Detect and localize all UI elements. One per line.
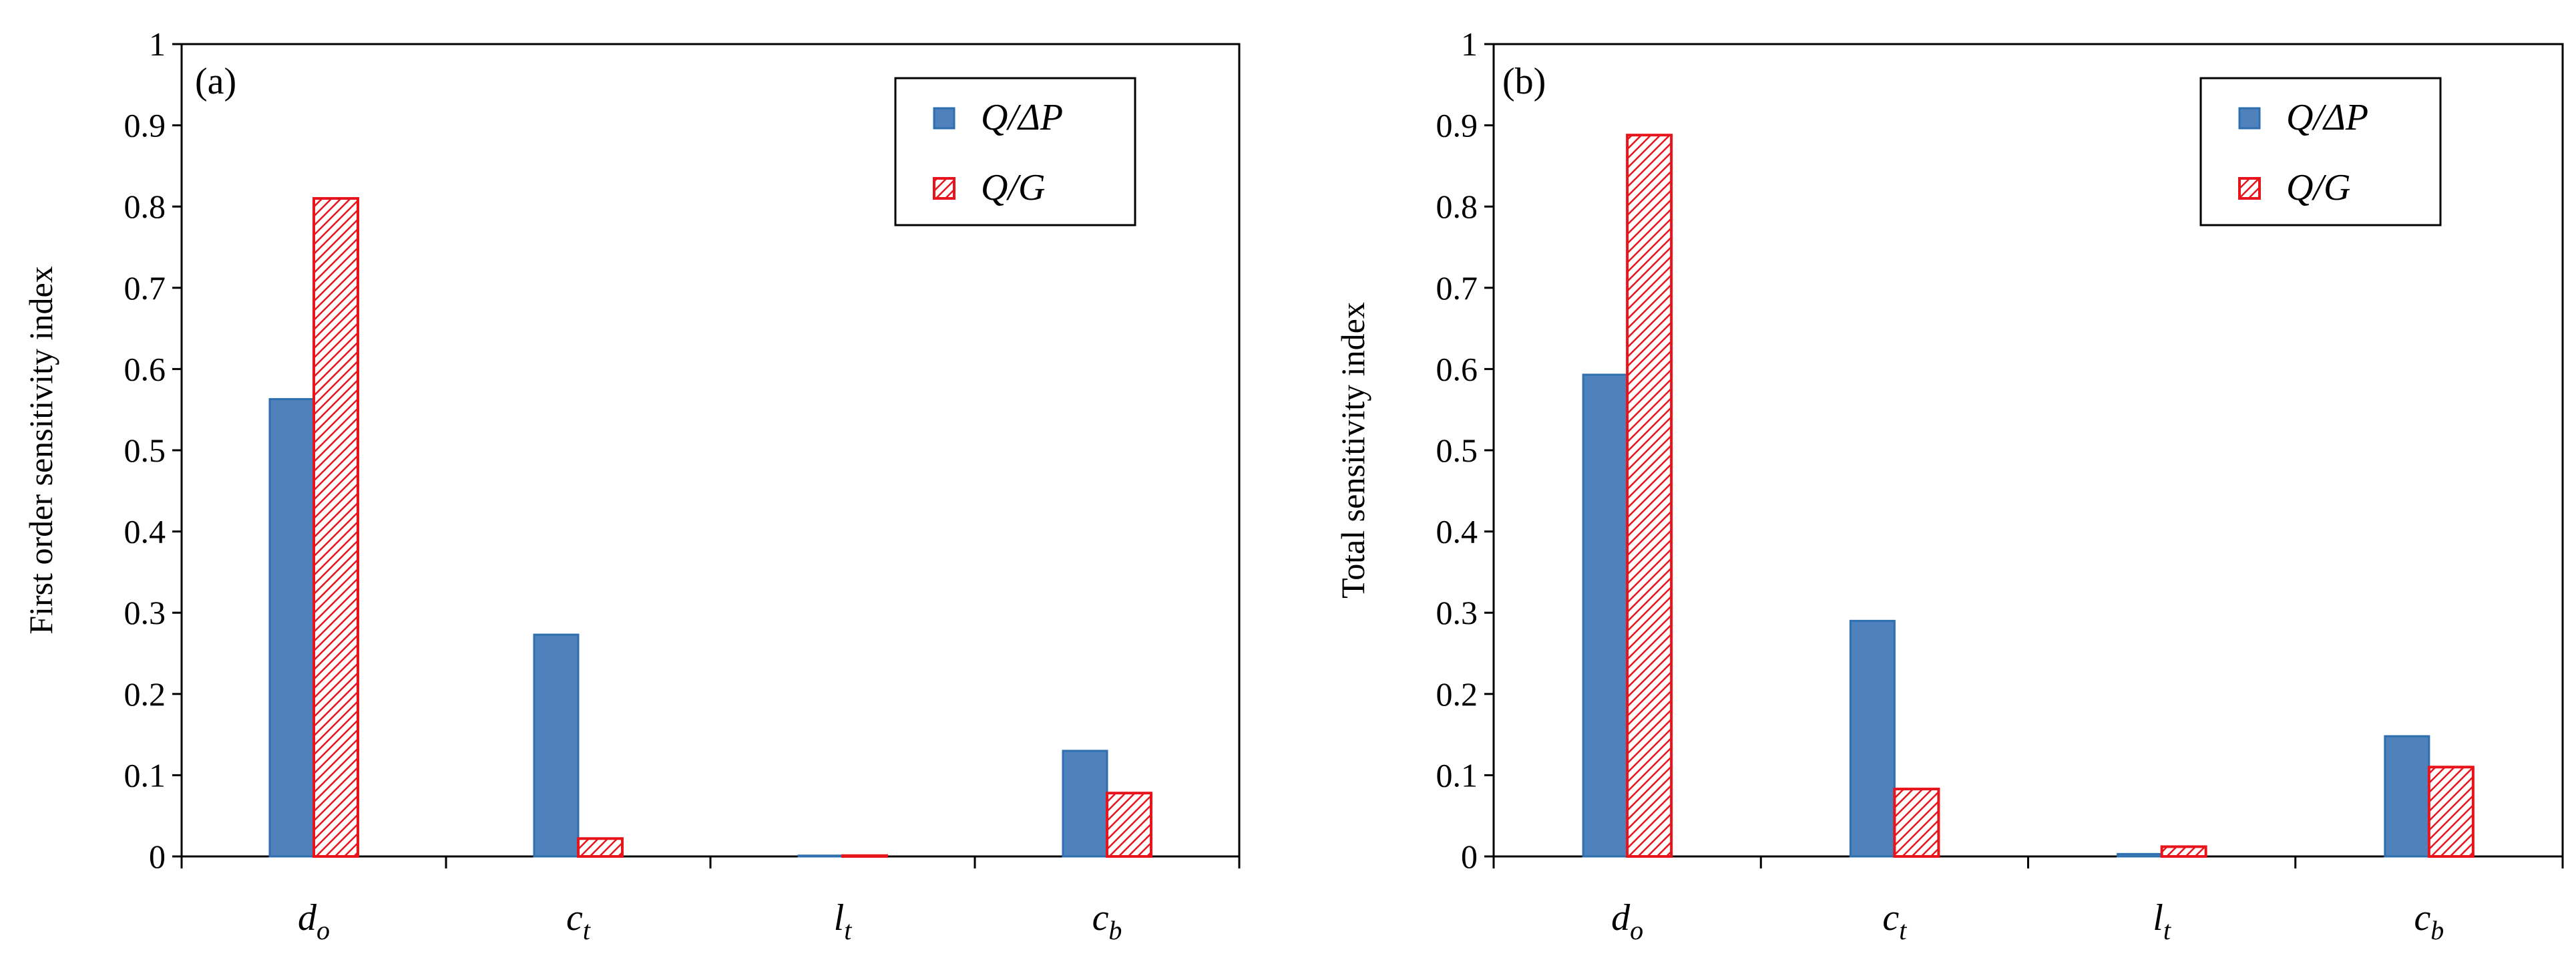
- y-tick-label: 0.3: [124, 594, 166, 631]
- bar-q-dp-do: [1582, 373, 1629, 858]
- y-tick-label: 0.9: [1436, 107, 1478, 144]
- y-tick-label: 0.6: [1436, 350, 1478, 387]
- legend-box: [2199, 77, 2442, 226]
- bar-q-dp-cb: [2384, 735, 2430, 858]
- x-category-label: cb: [2414, 897, 2444, 945]
- y-tick-label: 0: [149, 838, 166, 875]
- y-tick-label: 0.5: [1436, 432, 1478, 469]
- bar-q-g-ct: [1893, 788, 1940, 858]
- legend-label: Q/G: [2286, 167, 2350, 208]
- y-tick-label: 0.4: [1436, 513, 1478, 550]
- y-tick-label: 0.4: [124, 513, 166, 550]
- y-tick-label: 1: [149, 25, 166, 63]
- bar-q-dp-lt: [2117, 852, 2163, 858]
- bar-q-g-cb: [2427, 766, 2475, 858]
- y-tick-label: 0.3: [1436, 594, 1478, 631]
- x-category-label: lt: [834, 897, 853, 945]
- bar-q-dp-do: [268, 397, 315, 858]
- x-category-label: do: [298, 897, 330, 945]
- bar-q-dp-ct: [1849, 619, 1896, 858]
- y-tick-label: 0.8: [1436, 188, 1478, 225]
- y-tick-label: 0.8: [124, 188, 166, 225]
- bar-q-dp-cb: [1062, 750, 1108, 858]
- chart-panel-a: 0 0.1 0.2 0.3 0.4 0.5 0.6 0.7 0.8 0.9 1 do ct lt cb Fir…: [22, 25, 1241, 945]
- legend-swatch-q-dp: [933, 107, 955, 130]
- y-tick-label: 0.2: [1436, 675, 1478, 713]
- legend-swatch-q-g: [2238, 177, 2261, 200]
- y-tick-label: 0.9: [124, 107, 166, 144]
- legend: Q/ΔP Q/G: [2199, 77, 2442, 226]
- x-category-label: ct: [1882, 897, 1907, 945]
- bar-q-g-cb: [1106, 792, 1152, 858]
- y-tick-label: 0.7: [124, 269, 166, 307]
- legend-label: Q/ΔP: [981, 97, 1063, 138]
- panel-label: (a): [195, 61, 236, 102]
- bar-q-g-lt: [2160, 845, 2207, 858]
- x-category-label: lt: [2153, 897, 2171, 945]
- y-tick-label: 0.5: [124, 432, 166, 469]
- y-tick-label: 0.6: [124, 350, 166, 387]
- legend-label: Q/ΔP: [2286, 97, 2368, 138]
- y-tick-label: 0.2: [124, 675, 166, 713]
- bar-q-g-do: [1626, 134, 1673, 858]
- bar-q-g-do: [312, 197, 359, 858]
- bar-q-g-ct: [577, 837, 624, 858]
- y-axis-title: First order sensitivity index: [22, 266, 59, 634]
- chart-panel-b: 0 0.1 0.2 0.3 0.4 0.5 0.6 0.7 0.8 0.9 1 do ct lt cb Tot…: [1334, 25, 2564, 945]
- y-tick-label: 0.1: [124, 756, 166, 794]
- y-tick-label: 0.7: [1436, 269, 1478, 307]
- x-category-label: do: [1611, 897, 1643, 945]
- y-tick-label: 1: [1461, 25, 1478, 63]
- legend-label: Q/G: [981, 167, 1045, 208]
- y-tick-label: 0.1: [1436, 756, 1478, 794]
- x-category-label: cb: [1092, 897, 1122, 945]
- y-tick-label: 0: [1461, 838, 1478, 875]
- panel-label: (b): [1502, 61, 1546, 102]
- x-category-label: ct: [566, 897, 591, 945]
- legend-box: [894, 77, 1136, 226]
- y-axis-title: Total sensitivity index: [1334, 302, 1371, 599]
- bar-q-dp-ct: [533, 633, 580, 858]
- legend-swatch-q-dp: [2238, 107, 2261, 130]
- legend-swatch-q-g: [933, 177, 955, 200]
- legend: Q/ΔP Q/G: [894, 77, 1136, 226]
